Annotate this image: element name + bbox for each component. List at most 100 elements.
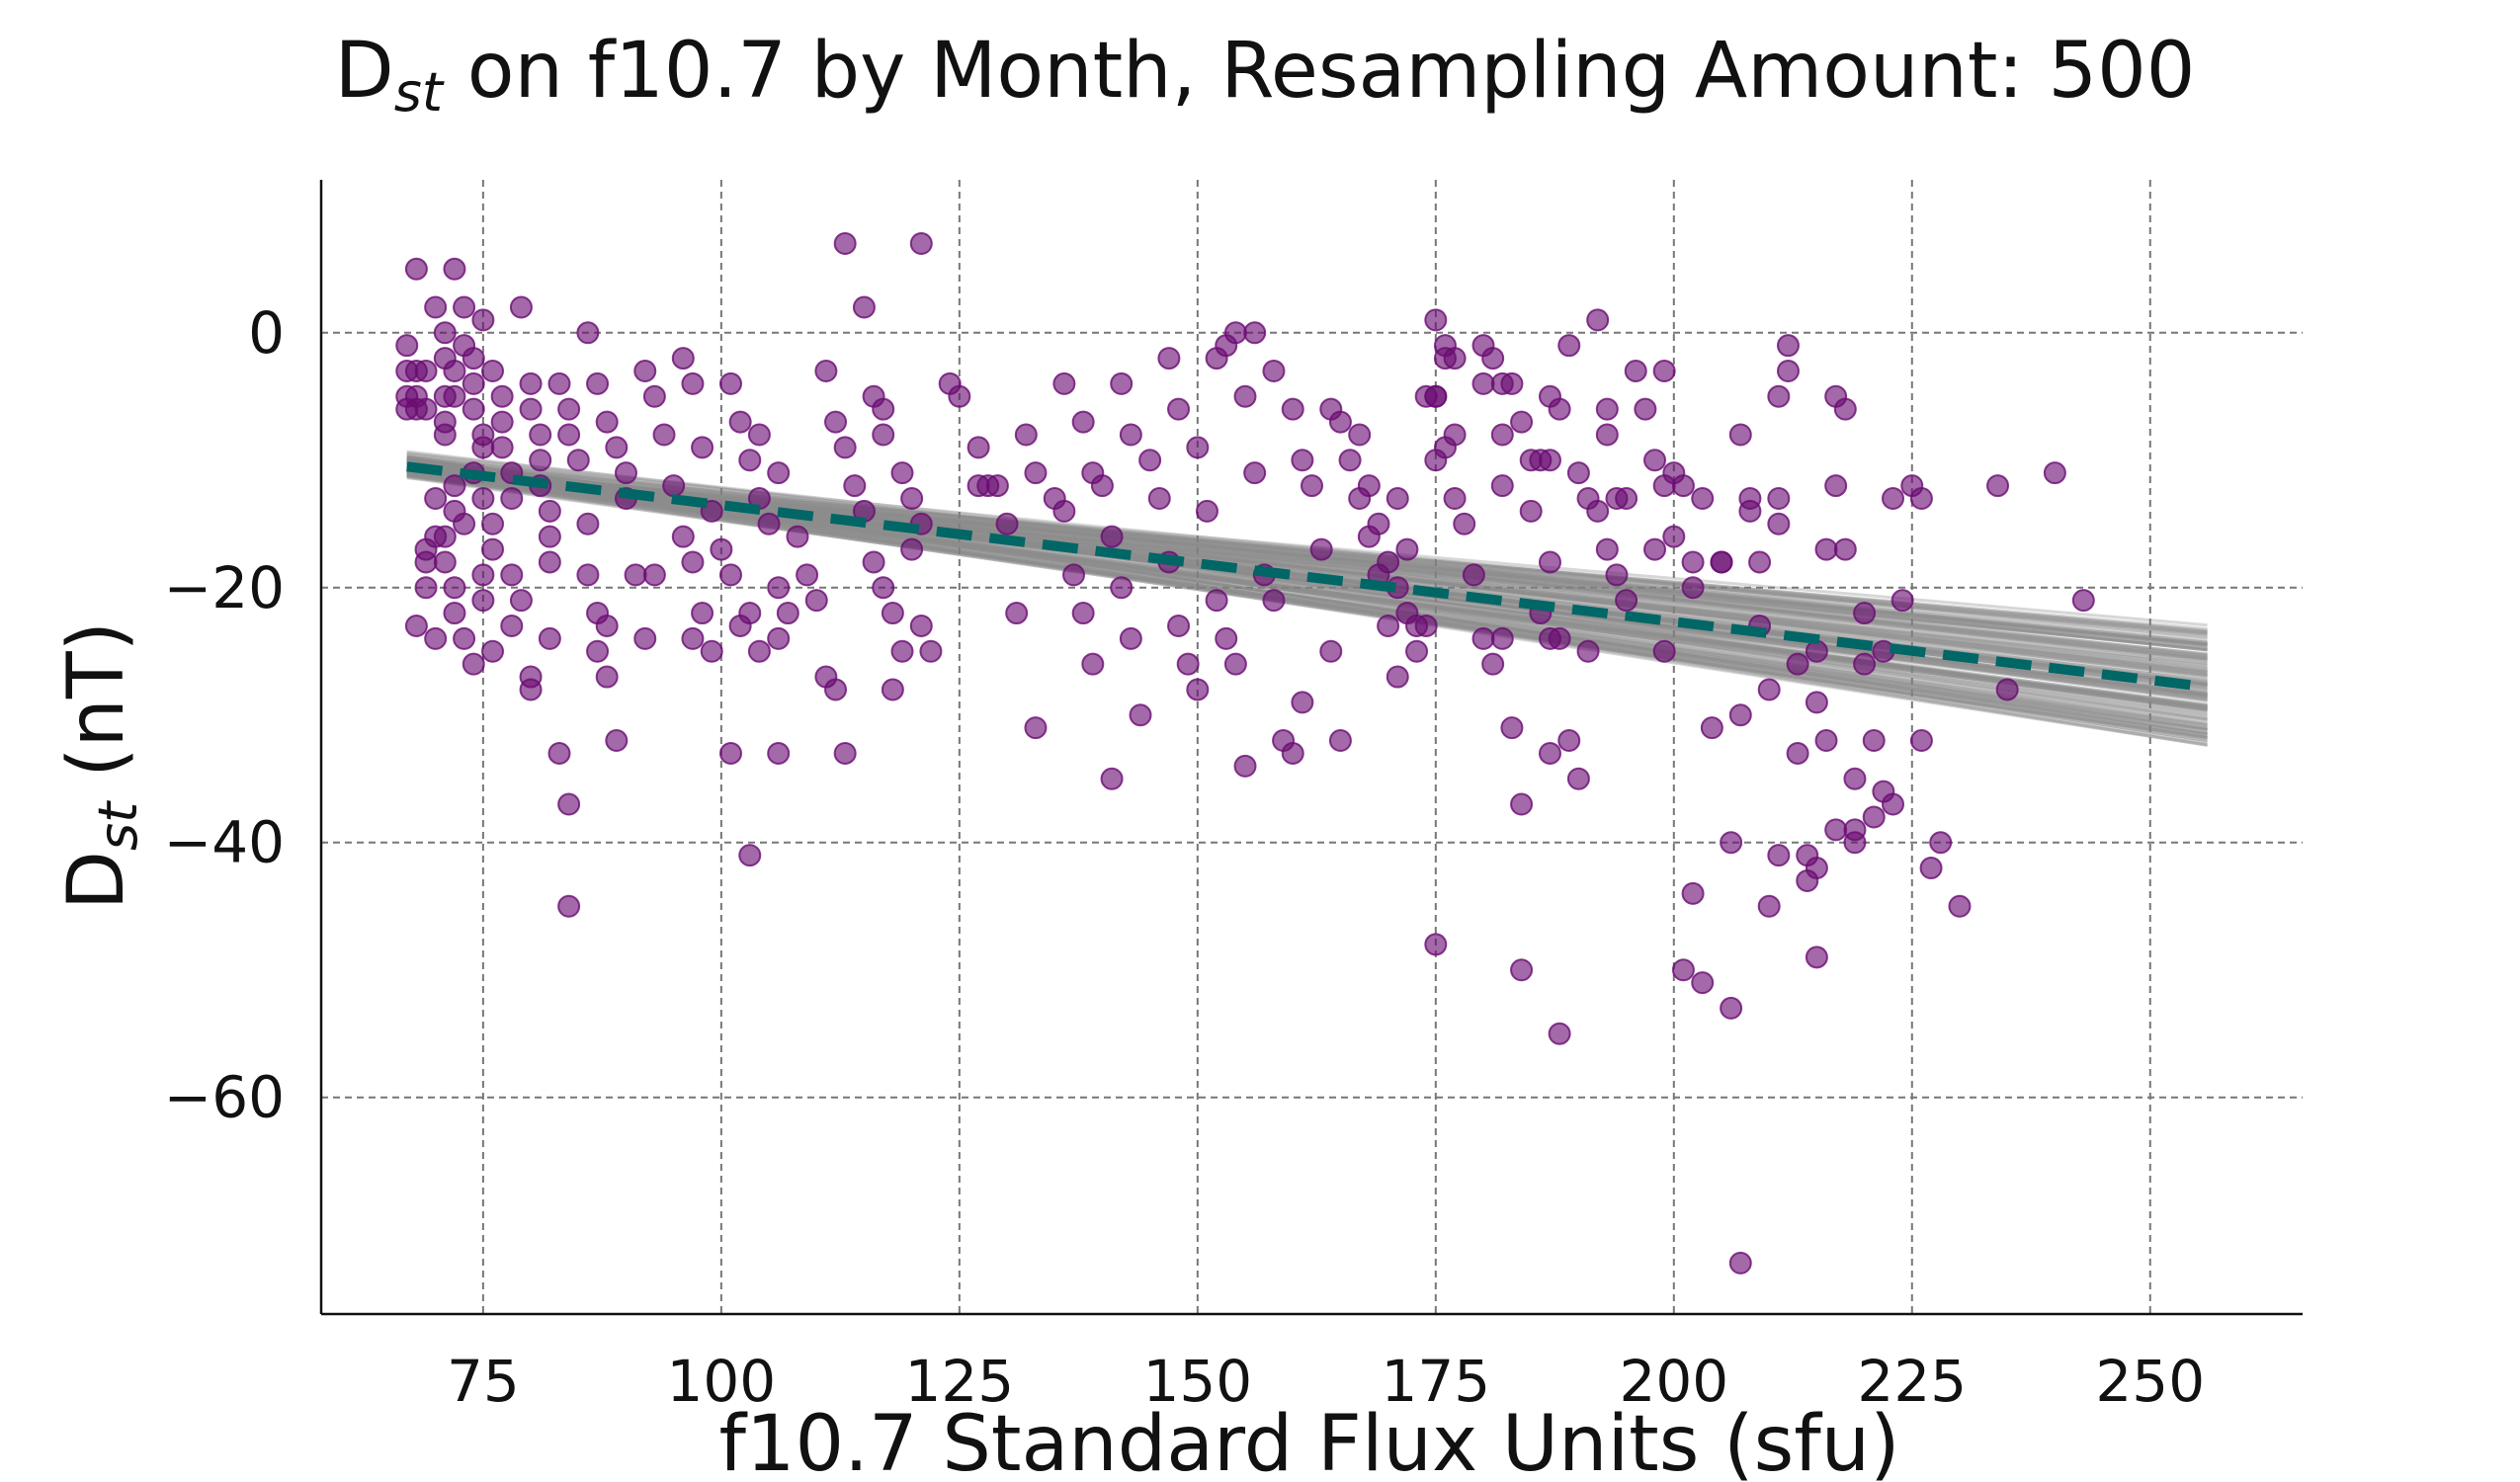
data-point	[1853, 602, 1877, 625]
data-point	[1833, 397, 1857, 421]
data-point	[1557, 334, 1581, 358]
bootstrap-fit-line	[406, 462, 2208, 646]
gridlines	[321, 180, 2303, 1314]
data-point	[1110, 576, 1134, 600]
data-point	[1843, 767, 1867, 790]
data-point	[2071, 589, 2095, 613]
data-point	[1433, 347, 1457, 370]
data-point	[1538, 741, 1561, 765]
data-point	[605, 436, 629, 459]
bootstrap-fit-line	[406, 463, 2208, 656]
bootstrap-fit-line	[406, 458, 2208, 676]
data-point	[433, 525, 457, 548]
data-point	[747, 639, 771, 663]
data-point	[1014, 423, 1038, 447]
data-point	[1643, 449, 1667, 472]
data-point	[1890, 589, 1914, 613]
data-point	[453, 295, 476, 319]
data-point	[1215, 626, 1238, 650]
data-point	[490, 436, 514, 459]
data-point	[890, 639, 914, 663]
data-point	[605, 729, 629, 753]
data-point	[414, 359, 438, 382]
data-point	[1062, 563, 1086, 587]
data-point	[786, 525, 809, 548]
data-point	[1548, 397, 1571, 421]
data-point	[500, 614, 524, 637]
data-point	[443, 602, 466, 625]
data-point	[767, 461, 791, 485]
y-tick-label: −40	[164, 809, 285, 876]
data-point	[1233, 384, 1257, 408]
data-point	[1634, 397, 1657, 421]
axes	[319, 180, 2303, 1316]
data-point	[710, 537, 733, 561]
data-point	[757, 512, 781, 535]
data-point	[652, 423, 676, 447]
data-point	[966, 474, 990, 498]
data-point	[1757, 894, 1781, 918]
data-point	[1929, 831, 1953, 855]
data-point	[1595, 397, 1619, 421]
data-point	[1443, 423, 1467, 447]
data-point	[471, 486, 495, 510]
data-point	[1720, 996, 1743, 1020]
data-point	[1462, 563, 1485, 587]
y-tick-label: −60	[164, 1064, 285, 1131]
data-point	[1557, 729, 1581, 753]
data-point	[1700, 716, 1723, 740]
data-point	[1548, 626, 1571, 650]
data-point	[1662, 525, 1686, 548]
data-point	[576, 321, 600, 345]
data-point	[1157, 347, 1181, 370]
data-point	[1776, 334, 1800, 358]
data-point	[1167, 397, 1191, 421]
data-point	[767, 626, 791, 650]
data-point	[490, 384, 514, 408]
y-tick-label: 0	[248, 299, 285, 367]
bootstrap-fit-line	[406, 458, 2208, 677]
data-point	[1490, 626, 1514, 650]
data-point	[1328, 410, 1352, 434]
data-point	[1767, 384, 1791, 408]
data-point	[776, 602, 799, 625]
data-point	[1643, 537, 1667, 561]
data-point	[1138, 449, 1162, 472]
data-point	[471, 308, 495, 332]
data-point	[538, 626, 561, 650]
data-point	[681, 371, 705, 395]
data-point	[1024, 461, 1048, 485]
data-point	[1167, 614, 1191, 637]
data-point	[1853, 652, 1877, 676]
data-point	[1424, 933, 1448, 956]
data-point	[1262, 589, 1286, 613]
x-tick-labels: 75 100 125 150 175 200 225 250	[447, 1348, 2205, 1415]
data-point	[1129, 703, 1152, 727]
data-point	[1471, 626, 1495, 650]
data-point	[633, 626, 657, 650]
data-point	[1500, 716, 1524, 740]
data-point	[738, 449, 762, 472]
bootstrap-fit-line	[406, 463, 2208, 662]
bootstrap-fit-line	[406, 464, 2208, 652]
data-point	[1767, 512, 1791, 535]
data-point	[814, 359, 838, 382]
data-point	[1100, 525, 1124, 548]
data-point	[529, 449, 552, 472]
data-point	[1595, 423, 1619, 447]
bootstrap-fit-line	[406, 460, 2208, 661]
data-point	[462, 347, 485, 370]
data-point	[566, 449, 590, 472]
data-point	[671, 347, 695, 370]
data-point	[995, 512, 1019, 535]
data-point	[586, 639, 610, 663]
data-point	[1319, 639, 1343, 663]
data-point	[833, 741, 857, 765]
data-point	[1481, 652, 1505, 676]
data-point	[1510, 958, 1534, 982]
bootstrap-fit-line	[406, 454, 2208, 660]
data-point	[433, 550, 457, 574]
data-point	[900, 537, 924, 561]
data-point	[738, 844, 762, 867]
data-point	[1767, 486, 1791, 510]
